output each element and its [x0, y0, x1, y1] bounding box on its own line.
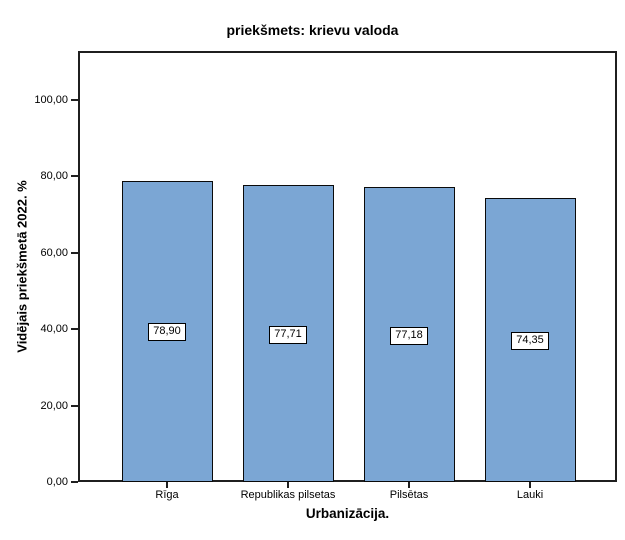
y-tick-mark [71, 251, 78, 254]
y-tick-mark [71, 481, 78, 483]
x-category-label: Rīga [155, 489, 179, 501]
y-tick-mark [71, 404, 78, 407]
bar-value-label: 77,18 [364, 325, 455, 345]
y-tick-label: 60,00 [40, 246, 68, 259]
x-category-label: Pilsētas [389, 489, 429, 501]
x-tick-mark [287, 482, 289, 488]
x-category-label: Republikas pilsetas [240, 489, 336, 501]
y-tick-label: 20,00 [40, 399, 68, 412]
x-axis-title: Urbanizācija. [305, 506, 390, 521]
y-axis-title-box: Vidējais priekšmetā 2022. % [6, 51, 38, 482]
y-tick-mark [71, 328, 78, 331]
bar-value-text: 77,71 [269, 325, 307, 344]
x-category-label: Lauki [516, 489, 544, 501]
x-tick-mark [166, 482, 168, 488]
x-tick-mark [529, 482, 531, 488]
bar-value-text: 78,90 [148, 323, 186, 342]
bar-value-text: 77,18 [390, 326, 428, 345]
bar-value-label: 77,71 [243, 324, 334, 344]
x-tick-mark [408, 482, 410, 488]
y-tick-label: 40,00 [40, 323, 68, 336]
y-tick-mark [71, 98, 78, 101]
y-tick-mark [71, 175, 78, 178]
y-tick-label: 80,00 [40, 170, 68, 183]
y-tick-label: 0,00 [46, 476, 68, 488]
y-tick-label: 100,00 [34, 93, 68, 106]
bar-value-text: 74,35 [511, 331, 549, 350]
bar-value-label: 74,35 [485, 330, 576, 350]
chart-title: priekšmets: krievu valoda [226, 22, 399, 38]
bar-value-label: 78,90 [122, 321, 213, 342]
